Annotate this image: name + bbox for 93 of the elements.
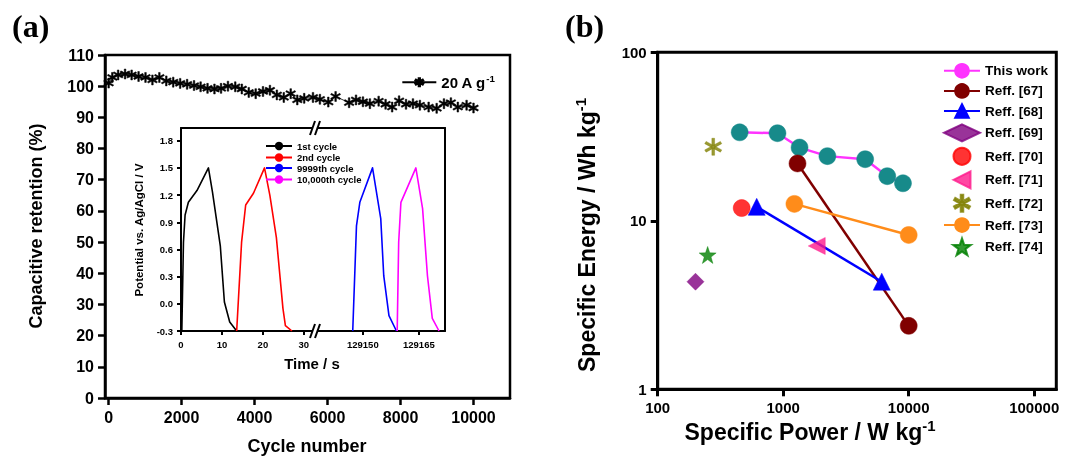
point [364,98,376,109]
point [423,101,434,113]
point [126,69,137,81]
y-tick-label: 60 [76,202,95,220]
point [140,72,151,83]
point [167,76,179,88]
y-tick-label: 1.5 [159,162,174,174]
y-tick-label: 100 [621,43,647,61]
point [250,88,261,99]
point [298,93,310,104]
legend-label: 1st cycle [297,140,338,152]
y-axis-title: Capacitive retention (%) [26,123,46,329]
point [461,99,472,111]
x-tick-label: 30 [298,338,310,350]
point [209,83,220,95]
y-tick-label: 10 [76,358,95,376]
legend-label: Reff. [69] [984,125,1043,141]
chart-title: (a) [12,8,50,44]
x-tick-label: 10000 [451,408,496,426]
y-tick-label: 70 [76,171,95,189]
y-tick-label: 0.3 [159,271,173,283]
line-series [235,167,293,332]
x-tick-label: 20 [257,338,269,350]
y-tick-label: 1.8 [159,135,173,147]
point [181,79,193,90]
point [445,97,457,108]
x-tick-label: 8000 [382,408,419,426]
x-axis-title: Cycle number [247,436,367,456]
point [285,88,296,99]
point [278,92,290,103]
x-tick-label: 100 [645,399,671,417]
x-tick-label: 10 [216,338,228,350]
y-tick-label: 0.6 [159,243,173,255]
x-tick-label: 129150 [346,338,379,350]
legend-label: This work [984,63,1049,79]
point [264,84,276,96]
x-tick-label: 1000 [766,399,800,417]
legend-label: Reff. [67] [984,83,1043,99]
point [452,101,464,113]
legend-label: Reff. [68] [984,103,1043,119]
legend-label: Reff. [72] [984,195,1043,211]
point [236,83,248,95]
legend-label: Reff. [73] [984,217,1043,233]
legend-label: Reff. [74] [984,239,1043,255]
point [468,102,479,114]
point [174,78,186,89]
y-tick-label: 80 [76,140,95,158]
x-axis-title: Time / s [284,354,340,372]
y-tick-label: 1 [638,380,647,398]
y-tick-label: 10 [630,212,647,230]
point [373,95,384,107]
legend-label: 9999th cycle [297,162,354,174]
y-tick-label: 0.0 [159,298,173,310]
y-tick-label: 1.2 [159,189,173,201]
x-tick-label: 129165 [403,338,436,350]
y-tick-label: 110 [68,46,95,64]
x-tick-label: 0 [104,408,114,426]
point [292,94,303,106]
legend-label: Reff. [70] [984,148,1043,164]
x-tick-label: 6000 [309,408,346,426]
point [386,101,398,113]
point [330,91,341,102]
point [414,99,426,111]
chart-title: (b) [565,8,605,44]
x-tick-label: 2000 [163,408,200,426]
legend-label: 10,000th cycle [297,174,362,185]
legend-label: Reff. [71] [984,172,1043,188]
y-axis-title: Specific Energy / Wh kg-1 [572,97,600,373]
point [350,94,362,106]
legend-label: 2nd cycle [297,152,341,163]
point [271,89,283,101]
x-tick-label: 10000 [887,399,930,417]
point [154,72,165,83]
point [314,94,326,105]
y-tick-label: -0.3 [156,325,173,337]
y-tick-label: 90 [76,108,95,126]
y-tick-label: 50 [76,233,95,251]
y-tick-label: 100 [67,77,95,95]
x-tick-label: 0 [178,338,184,350]
point [133,71,144,82]
point [323,96,334,108]
point [307,92,319,103]
y-axis-title: Potential vs. Ag/AgCl / V [133,163,145,297]
point [431,103,442,114]
x-tick-label: 4000 [236,408,273,426]
x-tick-label: 100000 [1009,399,1060,417]
point [161,75,172,87]
y-tick-label: 0.9 [159,216,173,228]
y-tick-label: 40 [76,264,95,282]
y-tick-label: 30 [76,295,95,313]
point [393,95,405,107]
point [343,97,355,108]
point [147,74,158,86]
